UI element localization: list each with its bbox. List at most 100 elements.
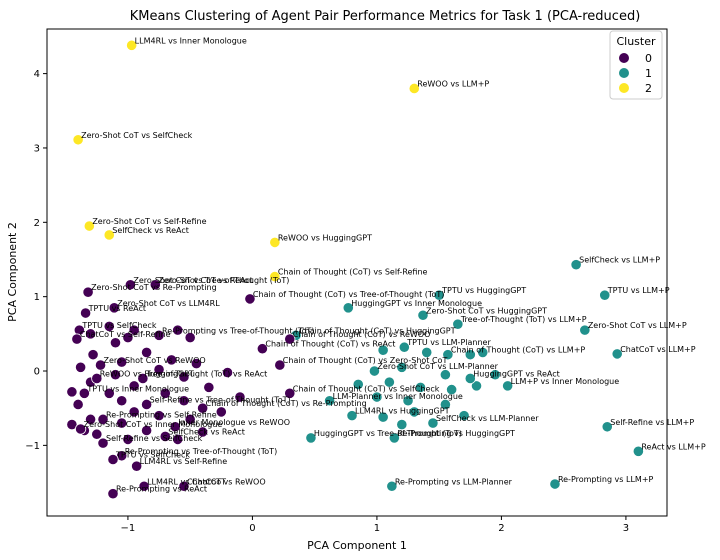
point-label: ReWOO vs HuggingGPT — [278, 233, 372, 242]
data-point — [458, 410, 470, 422]
point-label: Zero-Shot CoT vs Tree-of-Thought (ToT) — [133, 276, 289, 285]
data-point — [446, 384, 458, 396]
data-point — [82, 286, 94, 298]
data-point — [190, 357, 202, 370]
data-point — [103, 387, 115, 399]
point-label: SelfCheck vs ReAct — [112, 226, 189, 235]
x-axis-label: PCA Component 1 — [307, 539, 407, 552]
data-point — [169, 421, 181, 433]
point-label: Chain of Thought (CoT) vs Zero-Shot CoT — [283, 356, 448, 365]
point-label: Tree-of-Thought (ToT) vs LLM+P — [460, 315, 587, 324]
data-point — [439, 398, 451, 411]
data-point — [414, 381, 427, 393]
data-point — [184, 331, 196, 344]
x-tick-label: 0 — [249, 523, 255, 534]
data-point — [377, 411, 389, 423]
point-label: Chain of Thought (CoT) vs HuggingGPT — [299, 326, 456, 335]
data-point — [427, 417, 439, 429]
data-point — [408, 406, 420, 418]
data-point — [131, 460, 143, 472]
data-point — [269, 270, 281, 283]
point-label: ChatCoT vs ReWOO — [187, 477, 266, 486]
point-label: TPTU vs Inner Monologue — [86, 384, 189, 393]
y-axis-ticks: −1 0 1 2 3 4 — [25, 69, 47, 452]
data-point — [442, 349, 454, 361]
data-point — [346, 410, 358, 422]
data-point — [75, 361, 87, 373]
point-label: TPTU vs LLM+P — [607, 286, 670, 295]
data-point — [159, 387, 171, 399]
data-point — [172, 433, 184, 446]
point-label: Chain of Thought (CoT) vs Self-Refine — [278, 268, 428, 277]
data-point — [78, 387, 90, 399]
data-point — [66, 418, 78, 431]
points-layer — [66, 39, 644, 500]
y-tick-label: −1 — [25, 441, 40, 452]
data-point — [83, 220, 95, 232]
data-point — [116, 395, 128, 407]
data-point — [91, 372, 103, 385]
point-label: Re-Prompting vs ReAct — [116, 485, 207, 494]
data-point — [197, 402, 209, 414]
point-label: HuggingGPT vs ReAct — [473, 369, 560, 378]
point-label: Zero-Shot CoT vs HuggingGPT — [426, 306, 547, 315]
point-label: Re-Prompting vs LLM+P — [558, 475, 654, 484]
y-tick-label: 4 — [34, 69, 40, 80]
data-point — [386, 480, 398, 492]
data-point — [172, 324, 184, 336]
point-label: Re-Prompting vs HuggingGPT — [397, 429, 515, 438]
data-point — [274, 359, 286, 371]
point-label: TPTU vs SelfCheck — [81, 321, 156, 330]
data-point — [124, 279, 137, 291]
point-label: LLM4RL vs HuggingGPT — [355, 407, 450, 416]
y-tick-label: 1 — [34, 292, 40, 303]
data-point — [122, 433, 134, 446]
data-point — [128, 406, 140, 418]
data-point — [137, 372, 149, 385]
point-label: Zero-Shot CoT vs Self-Refine — [92, 217, 206, 226]
data-point — [109, 369, 122, 381]
point-label: SelfCheck vs LLM+P — [579, 256, 660, 265]
data-point — [159, 430, 171, 443]
data-point — [477, 346, 489, 359]
point-label: TPTU vs LLM-Planner — [406, 338, 491, 347]
y-axis-label: PCA Component 2 — [6, 222, 19, 322]
point-label: HuggingGPT vs Inner Monologue — [351, 299, 482, 308]
data-point — [324, 395, 336, 407]
data-point — [398, 341, 410, 353]
data-point — [107, 488, 119, 500]
data-point — [464, 372, 476, 385]
point-label: ChatCoT vs Self-Refine — [80, 330, 171, 339]
chart-title: KMeans Clustering of Agent Pair Performa… — [130, 9, 641, 24]
point-label: Chain of Thought (CoT) vs ReAct — [265, 340, 395, 349]
point-label: HuggingGPT vs Tree-of-Thought (ToT) — [314, 429, 462, 438]
point-label: Chain of Thought (CoT) vs SelfCheck — [293, 384, 440, 393]
point-label: Self-Refine vs SelfCheck — [106, 434, 203, 443]
point-label: LLM+P vs Inner Monologue — [511, 377, 620, 386]
point-label: Tree-of-Thought (ToT) vs ReAct — [145, 369, 267, 378]
data-point — [383, 376, 395, 388]
data-point — [126, 39, 138, 51]
data-point — [599, 289, 611, 301]
data-point — [408, 82, 420, 95]
data-point — [352, 378, 364, 390]
y-tick-label: 2 — [34, 218, 40, 229]
data-point — [109, 337, 122, 349]
point-label: Self-Refine vs LLM+P — [610, 418, 694, 427]
data-point — [153, 363, 165, 376]
data-point — [103, 229, 115, 241]
point-labels-layer: LLM4RL vs Inner Monologue ReWOO vs LLM+P Z… — [80, 36, 706, 493]
point-label: SelfCheck vs ReAct — [168, 427, 245, 436]
data-point — [371, 391, 383, 403]
point-label: ReWOO vs HuggingGPT — [100, 369, 194, 378]
data-point — [149, 279, 161, 291]
point-label: Chain of Thought (CoT) vs Re-Prompting — [206, 399, 367, 408]
data-point — [579, 324, 591, 336]
data-point — [396, 418, 408, 431]
data-point — [368, 365, 381, 377]
legend: Cluster 0 1 2 — [609, 30, 663, 100]
point-label: Re-Prompting vs Tree-of-Thought (ToT) — [125, 447, 278, 456]
data-point — [140, 398, 153, 411]
data-point — [91, 428, 103, 440]
